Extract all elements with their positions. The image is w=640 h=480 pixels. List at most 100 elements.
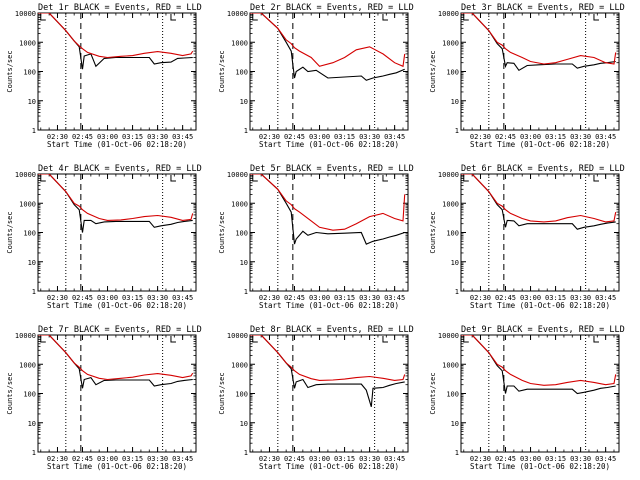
lld-line <box>250 174 406 231</box>
x-tick-label: 03:00 <box>309 133 330 141</box>
y-axis-label: Counts/sec <box>429 372 437 414</box>
marker-bracket <box>382 336 388 343</box>
y-tick-label: 10000 <box>438 332 459 340</box>
x-tick-label: 03:30 <box>359 294 380 302</box>
y-tick-label: 1 <box>244 449 248 457</box>
y-axis-label: Counts/sec <box>6 372 14 414</box>
panel-title: Det 6r BLACK = Events, RED = LLD <box>461 164 625 174</box>
marker-bracket <box>593 14 599 21</box>
x-tick-label: 03:30 <box>147 133 168 141</box>
y-tick-label: 10 <box>28 420 36 428</box>
x-tick-label: 03:45 <box>595 133 616 141</box>
y-tick-label: 1000 <box>19 361 36 369</box>
series-group <box>250 174 406 245</box>
x-tick-label: 03:45 <box>384 455 405 463</box>
panel-title: Det 1r BLACK = Events, RED = LLD <box>38 3 202 13</box>
lld-line <box>38 13 194 59</box>
y-tick-label: 1 <box>32 288 36 296</box>
panel-title: Det 4r BLACK = Events, RED = LLD <box>38 164 202 174</box>
x-tick-label: 03:30 <box>147 455 168 463</box>
y-tick-label: 1000 <box>231 361 248 369</box>
y-axis-label: Counts/sec <box>6 211 14 253</box>
panel-det-3: Det 3r BLACK = Events, RED = LLD 1 10 100 10… <box>429 3 625 149</box>
events-line <box>250 174 405 245</box>
panel-det-2: Det 2r BLACK = Events, RED = LLD 1 10 100 10… <box>218 3 414 149</box>
x-tick-label: 02:30 <box>259 133 280 141</box>
marker-bracket <box>593 175 599 182</box>
y-tick-label: 1 <box>32 127 36 135</box>
y-tick-label: 10000 <box>438 10 459 18</box>
marker-bracket <box>463 14 469 21</box>
x-axis-label: Start Time (01-Oct-06 02:18:20) <box>470 140 610 149</box>
series-group <box>250 335 406 407</box>
y-tick-label: 10000 <box>227 171 248 179</box>
x-tick-label: 03:45 <box>595 455 616 463</box>
plot-frame <box>249 334 409 453</box>
plot-frame <box>460 334 620 453</box>
marker-bracket <box>252 336 258 343</box>
x-tick-label: 03:30 <box>570 294 591 302</box>
y-axis-label: Counts/sec <box>429 211 437 253</box>
events-line <box>38 174 193 233</box>
events-line <box>250 13 405 81</box>
panel-det-7: Det 7r BLACK = Events, RED = LLD 1 10 100 10… <box>6 325 202 471</box>
panel-title: Det 9r BLACK = Events, RED = LLD <box>461 325 625 335</box>
plot-frame <box>460 173 620 292</box>
x-axis-label: Start Time (01-Oct-06 02:18:20) <box>259 301 399 310</box>
x-tick-label: 03:00 <box>97 294 118 302</box>
x-tick-label: 03:00 <box>97 133 118 141</box>
x-tick-label: 03:30 <box>147 294 168 302</box>
events-line <box>38 335 193 389</box>
y-tick-label: 1 <box>455 449 459 457</box>
y-tick-label: 1000 <box>19 39 36 47</box>
x-tick-label: 03:15 <box>334 455 355 463</box>
y-tick-label: 1000 <box>442 200 459 208</box>
x-tick-label: 02:45 <box>72 294 93 302</box>
plot-frame <box>37 334 197 453</box>
marker-bracket <box>170 175 176 182</box>
x-tick-label: 02:30 <box>259 455 280 463</box>
x-tick-label: 03:00 <box>97 455 118 463</box>
panel-det-8: Det 8r BLACK = Events, RED = LLD 1 10 100 10… <box>218 325 414 471</box>
plot-frame <box>249 12 409 131</box>
series-group <box>461 13 617 72</box>
panel-title: Det 7r BLACK = Events, RED = LLD <box>38 325 202 335</box>
x-tick-label: 02:30 <box>470 455 491 463</box>
y-tick-label: 10 <box>451 98 459 106</box>
x-tick-label: 03:30 <box>359 133 380 141</box>
y-tick-label: 10000 <box>15 332 36 340</box>
y-axis-label: Counts/sec <box>218 50 226 92</box>
x-tick-label: 02:30 <box>470 133 491 141</box>
y-tick-label: 10000 <box>227 10 248 18</box>
x-tick-label: 02:45 <box>72 133 93 141</box>
marker-bracket <box>382 175 388 182</box>
y-tick-label: 1 <box>244 288 248 296</box>
panel-det-1: Det 1r BLACK = Events, RED = LLD 1 10 100 10… <box>6 3 202 149</box>
y-tick-label: 10 <box>451 259 459 267</box>
series-group <box>38 335 194 389</box>
x-tick-label: 02:45 <box>495 294 516 302</box>
x-tick-label: 03:00 <box>520 133 541 141</box>
marker-bracket <box>40 14 46 21</box>
x-tick-label: 03:15 <box>122 133 143 141</box>
y-tick-label: 1000 <box>231 200 248 208</box>
x-tick-label: 03:00 <box>309 455 330 463</box>
y-tick-label: 10 <box>240 420 248 428</box>
panel-det-6: Det 6r BLACK = Events, RED = LLD 1 10 100 10… <box>429 164 625 310</box>
events-line <box>461 335 616 395</box>
y-tick-label: 100 <box>446 391 459 399</box>
y-tick-label: 10000 <box>15 171 36 179</box>
x-tick-label: 02:45 <box>284 455 305 463</box>
y-tick-label: 10 <box>28 98 36 106</box>
y-tick-label: 100 <box>23 391 36 399</box>
x-tick-label: 03:45 <box>595 294 616 302</box>
y-axis-label: Counts/sec <box>6 50 14 92</box>
y-tick-label: 100 <box>446 230 459 238</box>
panel-det-5: Det 5r BLACK = Events, RED = LLD 1 10 100 10… <box>218 164 414 310</box>
x-tick-label: 03:30 <box>359 455 380 463</box>
x-tick-label: 03:45 <box>384 294 405 302</box>
lld-line <box>250 13 406 68</box>
marker-bracket <box>593 336 599 343</box>
x-axis-label: Start Time (01-Oct-06 02:18:20) <box>259 140 399 149</box>
